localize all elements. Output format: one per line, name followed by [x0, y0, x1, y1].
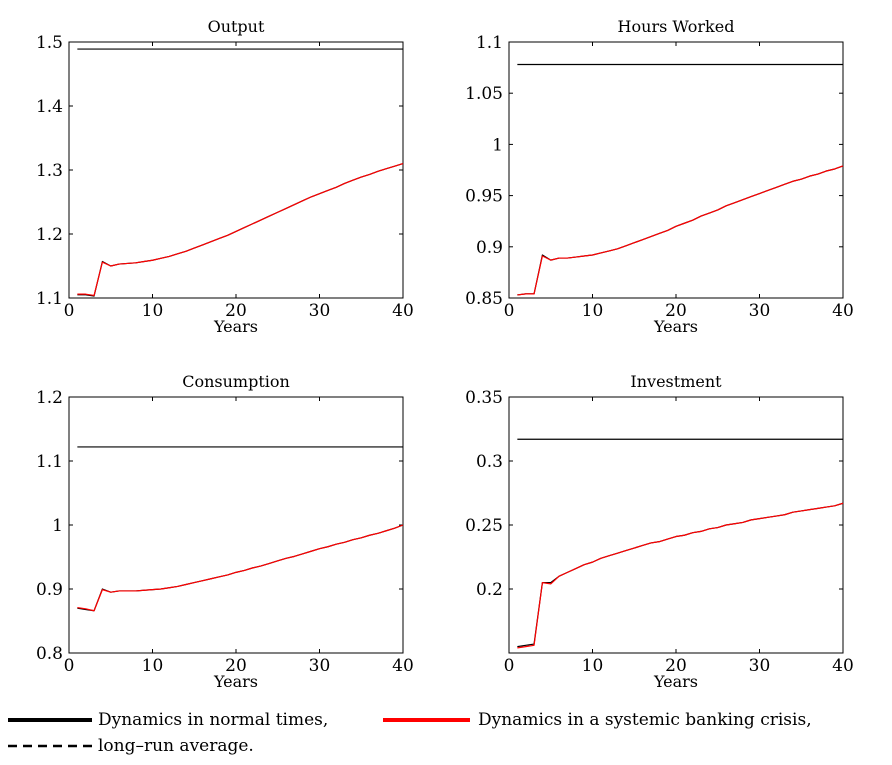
panel-investment: Investment 0 10 20 30 40 0.2 0.25 0.3 0.35 Years — [465, 372, 854, 691]
y-tick-label: 1 — [492, 135, 503, 155]
x-axis-label-hours-worked: Years — [653, 317, 698, 336]
y-tick-label: 1.1 — [36, 289, 63, 309]
axes-box-hours-worked — [508, 41, 844, 299]
x-tick-label: 30 — [749, 656, 771, 676]
x-tick-label: 0 — [64, 656, 75, 676]
x-axis-label-investment: Years — [653, 672, 698, 691]
y-tick-label: 0.8 — [36, 644, 63, 664]
legend: Dynamics in normal times, Dynamics in a … — [8, 710, 812, 756]
y-tick-label: 1.4 — [36, 97, 63, 117]
legend-label-normal: Dynamics in normal times, — [98, 710, 328, 730]
x-tick-label: 30 — [309, 656, 331, 676]
y-tick-label: 1.3 — [36, 161, 63, 181]
y-tick-label: 1.2 — [36, 388, 63, 408]
panel-output: Output 0 10 20 30 40 1.1 1.2 1.3 1.4 1.5 Years — [36, 17, 414, 336]
y-tick-label: 1.05 — [465, 84, 503, 104]
y-tick-label: 0.9 — [36, 580, 63, 600]
x-axis-label-consumption: Years — [213, 672, 258, 691]
panel-consumption: Consumption 0 10 20 30 40 0.8 0.9 1 1.1 1.2 Years — [36, 372, 414, 691]
y-tick-label: 0.25 — [465, 516, 503, 536]
y-tick-label: 0.3 — [476, 452, 503, 472]
y-tick-label: 0.95 — [465, 187, 503, 207]
legend-label-crisis: Dynamics in a systemic banking crisis, — [478, 710, 812, 730]
x-tick-label: 10 — [142, 656, 164, 676]
series-line-hours-worked-dynamics-in-a-systemic-banking-crisis — [517, 165, 844, 296]
axes-box-output — [68, 41, 404, 299]
chart-title-consumption: Consumption — [182, 372, 290, 391]
x-tick-label: 10 — [142, 301, 164, 321]
x-tick-label: 20 — [665, 301, 687, 321]
series-line-investment-dynamics-in-a-systemic-banking-crisis — [517, 502, 844, 649]
y-tick-label: 0.35 — [465, 388, 503, 408]
x-tick-label: 40 — [832, 656, 854, 676]
x-tick-label: 30 — [309, 301, 331, 321]
x-tick-label: 10 — [582, 301, 604, 321]
x-tick-label: 20 — [225, 301, 247, 321]
x-tick-label: 0 — [504, 656, 515, 676]
x-tick-label: 40 — [392, 656, 414, 676]
chart-title-output: Output — [208, 17, 265, 36]
series-line-output-dynamics-in-a-systemic-banking-crisis — [77, 163, 404, 297]
series-line-hours-worked-dynamics-in-normal-times — [517, 165, 844, 296]
series-line-investment-dynamics-in-normal-times — [517, 502, 844, 648]
axes-box-consumption — [68, 396, 404, 654]
series-line-consumption-dynamics-in-a-systemic-banking-crisis — [77, 524, 404, 612]
y-tick-label: 0.9 — [476, 238, 503, 258]
chart-title-hours-worked: Hours Worked — [618, 17, 735, 36]
x-tick-label: 20 — [225, 656, 247, 676]
y-tick-label: 1.2 — [36, 225, 63, 245]
y-tick-label: 0.85 — [465, 289, 503, 309]
y-tick-label: 0.2 — [476, 580, 503, 600]
x-axis-label-output: Years — [213, 317, 258, 336]
y-tick-label: 1.1 — [476, 33, 503, 53]
series-line-consumption-dynamics-in-normal-times — [77, 524, 404, 612]
axes-box-investment — [508, 396, 844, 654]
x-tick-label: 0 — [64, 301, 75, 321]
x-tick-label: 0 — [504, 301, 515, 321]
y-tick-label: 1.1 — [36, 452, 63, 472]
x-tick-label: 40 — [832, 301, 854, 321]
legend-label-average: long–run average. — [98, 736, 254, 756]
x-tick-label: 20 — [665, 656, 687, 676]
y-tick-label: 1 — [52, 516, 63, 536]
chart-title-investment: Investment — [630, 372, 722, 391]
x-tick-label: 30 — [749, 301, 771, 321]
panel-hours-worked: Hours Worked 0 10 20 30 40 0.85 0.9 0.95 1 1.05 1.1… — [465, 17, 854, 336]
x-tick-label: 40 — [392, 301, 414, 321]
x-tick-label: 10 — [582, 656, 604, 676]
y-tick-label: 1.5 — [36, 33, 63, 53]
